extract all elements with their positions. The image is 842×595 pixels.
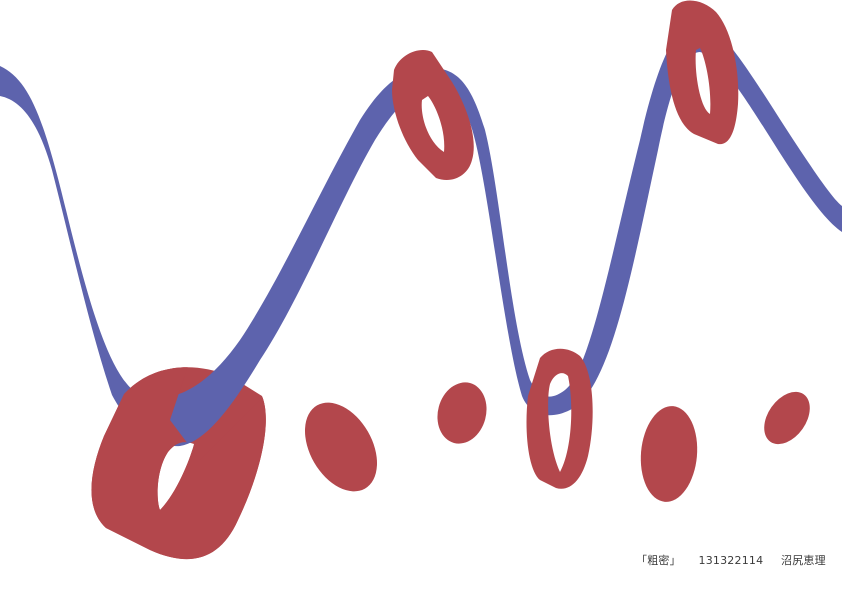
top-ring-1 bbox=[392, 50, 474, 180]
caption-author: 沼尻恵理 bbox=[781, 554, 826, 567]
dot-4 bbox=[764, 391, 810, 445]
dot-2 bbox=[437, 382, 487, 444]
dot-1 bbox=[304, 402, 378, 492]
caption-student-id: 131322114 bbox=[698, 554, 764, 567]
caption: 「粗密」 131322114 沼尻恵理 bbox=[636, 552, 826, 568]
ring-front-layer bbox=[91, 0, 739, 560]
solid-dots bbox=[304, 382, 810, 502]
dot-3 bbox=[640, 406, 698, 502]
bottom-ring bbox=[526, 348, 593, 489]
top-ring-2 bbox=[666, 0, 739, 145]
caption-title: 「粗密」 bbox=[636, 554, 681, 567]
